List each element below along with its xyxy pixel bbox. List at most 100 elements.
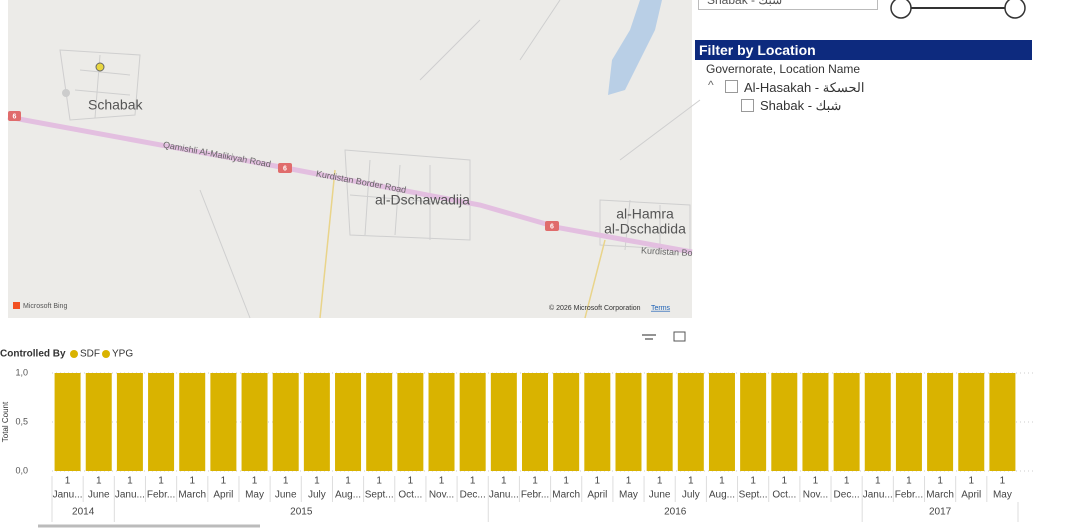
- expand-toggle[interactable]: ^: [708, 78, 714, 92]
- checkbox[interactable]: [725, 80, 738, 93]
- bar: [210, 373, 237, 471]
- legend-swatch: [70, 350, 78, 358]
- x-tick-label: Dec...: [460, 490, 486, 501]
- data-label: 1: [470, 476, 476, 487]
- x-tick-label: Aug...: [709, 490, 735, 501]
- x-tick-label: March: [926, 490, 954, 501]
- x-tick-label: June: [88, 490, 110, 501]
- bar: [459, 373, 486, 471]
- legend-label: SDF: [80, 349, 100, 360]
- data-label: 1: [158, 476, 164, 487]
- road-shield: [8, 111, 21, 121]
- bar: [241, 373, 268, 471]
- x-tick-label: Febr...: [521, 490, 549, 501]
- x-tick-label: Febr...: [147, 490, 175, 501]
- bar: [522, 373, 548, 471]
- filter-icon[interactable]: [642, 334, 656, 340]
- x-tick-label: May: [245, 490, 264, 501]
- x-tick-label: April: [213, 490, 233, 501]
- x-tick-label: Nov...: [803, 490, 828, 501]
- focus-icon[interactable]: [673, 331, 686, 342]
- bar: [989, 373, 1016, 471]
- data-label: 1: [283, 476, 289, 487]
- provider: Microsoft Bing: [23, 303, 67, 310]
- road-shield: [278, 163, 292, 173]
- data-label: 1: [314, 476, 320, 487]
- terms-link[interactable]: Terms: [651, 305, 671, 312]
- data-label: 1: [189, 476, 195, 487]
- filter-field: Governorate, Location Name: [706, 62, 861, 76]
- bar: [584, 373, 611, 471]
- dropdown[interactable]: Shabak - شبك: [698, 0, 878, 10]
- x-tick-label: Dec...: [834, 490, 860, 501]
- data-label: 1: [844, 476, 850, 487]
- bar: [771, 373, 798, 471]
- data-label: 1: [782, 476, 788, 487]
- data-label: 1: [221, 476, 227, 487]
- x-tick-label: Janu...: [53, 490, 83, 501]
- x-tick-label: July: [682, 490, 700, 501]
- data-label: 1: [657, 476, 663, 487]
- x-tick-label: June: [275, 490, 297, 501]
- x-tick-label: Oct...: [772, 490, 796, 501]
- bar: [958, 373, 985, 471]
- x-tick-label: May: [993, 490, 1012, 501]
- slider-handle[interactable]: [1004, 0, 1026, 19]
- data-label: 1: [595, 476, 601, 487]
- x-tick-label: Febr...: [895, 490, 923, 501]
- place-label: Schabak: [88, 97, 143, 113]
- x-group-label: 2016: [664, 507, 687, 518]
- data-label: 1: [906, 476, 912, 487]
- bar-chart: Controlled By SDF YPG Total Count 0,0 0,5 1,0 1…: [0, 349, 1035, 528]
- data-label: 1: [376, 476, 382, 487]
- bar: [615, 373, 642, 471]
- data-label: 1: [501, 476, 507, 487]
- bar: [802, 373, 829, 471]
- data-label: 1: [408, 476, 414, 487]
- x-group-label: 2014: [72, 507, 95, 518]
- data-label: 1: [127, 476, 133, 487]
- bar: [428, 373, 455, 471]
- place-label: al-Dschawadija: [375, 192, 470, 208]
- data-label: 1: [1000, 476, 1006, 487]
- shield-label: 6: [550, 223, 554, 230]
- data-label: 1: [875, 476, 881, 487]
- bar: [708, 373, 735, 471]
- x-tick-label: Janu...: [115, 490, 145, 501]
- x-tick-label: Janu...: [489, 490, 519, 501]
- data-label: 1: [65, 476, 71, 487]
- main-road: [7, 114, 693, 255]
- x-tick-label: Sept...: [739, 490, 768, 501]
- shield-label: 6: [13, 113, 17, 120]
- x-tick-label: Nov...: [429, 490, 454, 501]
- bar: [272, 373, 299, 471]
- data-label: 1: [688, 476, 694, 487]
- bar: [864, 373, 891, 471]
- bar: [366, 373, 393, 471]
- bar: [397, 373, 424, 471]
- slider-handle[interactable]: [890, 0, 912, 19]
- water: [608, 0, 662, 95]
- road-shield: [545, 221, 559, 231]
- bar: [553, 373, 580, 471]
- bar: [116, 373, 143, 471]
- x-tick-label: March: [178, 490, 206, 501]
- bar: [490, 373, 517, 471]
- map[interactable]: 6 6 6 Schabak al-Dschawadija al-Hamra al…: [7, 0, 701, 319]
- x-tick-label: Aug...: [335, 490, 361, 501]
- filter-item[interactable]: Shabak - شبك: [760, 98, 842, 113]
- x-tick-label: Oct...: [398, 490, 422, 501]
- x-tick-label: May: [619, 490, 638, 501]
- filter-item[interactable]: Al-Hasakah - الحسكة: [744, 80, 865, 95]
- checkbox[interactable]: [741, 99, 754, 112]
- bar: [646, 373, 673, 471]
- x-tick-label: June: [649, 490, 671, 501]
- bar: [148, 373, 175, 471]
- legend-swatch: [102, 350, 110, 358]
- bar: [927, 373, 954, 471]
- filter-title: Filter by Location: [695, 40, 1032, 60]
- map-point[interactable]: [95, 62, 105, 72]
- data-label: 1: [937, 476, 943, 487]
